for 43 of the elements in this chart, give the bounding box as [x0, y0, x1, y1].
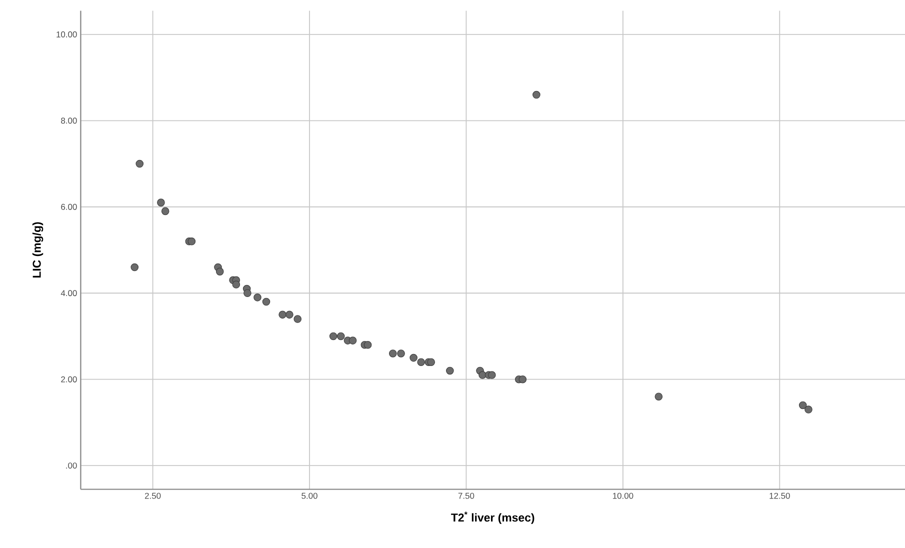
point: [232, 280, 240, 288]
y-tick-label: 10.00: [56, 31, 77, 38]
point: [216, 268, 224, 276]
y-tick-label: 4.00: [60, 290, 77, 296]
x-tick-label: 12.50: [770, 492, 790, 499]
point: [254, 294, 262, 302]
point: [130, 263, 139, 272]
point: [244, 289, 252, 298]
x-tick-label: 2.50: [144, 492, 161, 499]
point: [286, 310, 294, 319]
x-tick-label: 7.50: [458, 492, 474, 499]
point: [397, 350, 405, 358]
point: [410, 354, 418, 362]
y-tick-label: 8.00: [61, 118, 77, 124]
point: [478, 371, 486, 379]
point: [329, 332, 338, 340]
point: [336, 332, 345, 340]
point: [188, 237, 196, 246]
x-tick-label: 5.00: [302, 492, 318, 499]
y-tick-label: .00: [66, 462, 77, 469]
point: [364, 340, 372, 349]
point: [278, 310, 286, 319]
point: [157, 198, 165, 206]
point: [136, 160, 144, 168]
y-tick-label: 2.00: [61, 376, 77, 382]
point: [518, 375, 527, 384]
point: [294, 315, 302, 323]
point: [532, 90, 540, 99]
point: [427, 358, 436, 366]
x-axis-title: T2$^{*}$ liver (msec): [451, 512, 534, 524]
point: [446, 366, 454, 375]
x-tick-label: 10.00: [612, 492, 634, 499]
point: [348, 336, 357, 344]
point: [388, 350, 397, 358]
point: [798, 401, 807, 410]
point: [654, 392, 663, 400]
y-tick-label: 6.00: [61, 204, 77, 210]
y-axis-title: LIC (mg/g): [32, 222, 44, 278]
point: [804, 406, 812, 414]
point: [488, 371, 496, 379]
point: [262, 298, 270, 306]
point: [161, 207, 170, 216]
point: [417, 358, 425, 366]
